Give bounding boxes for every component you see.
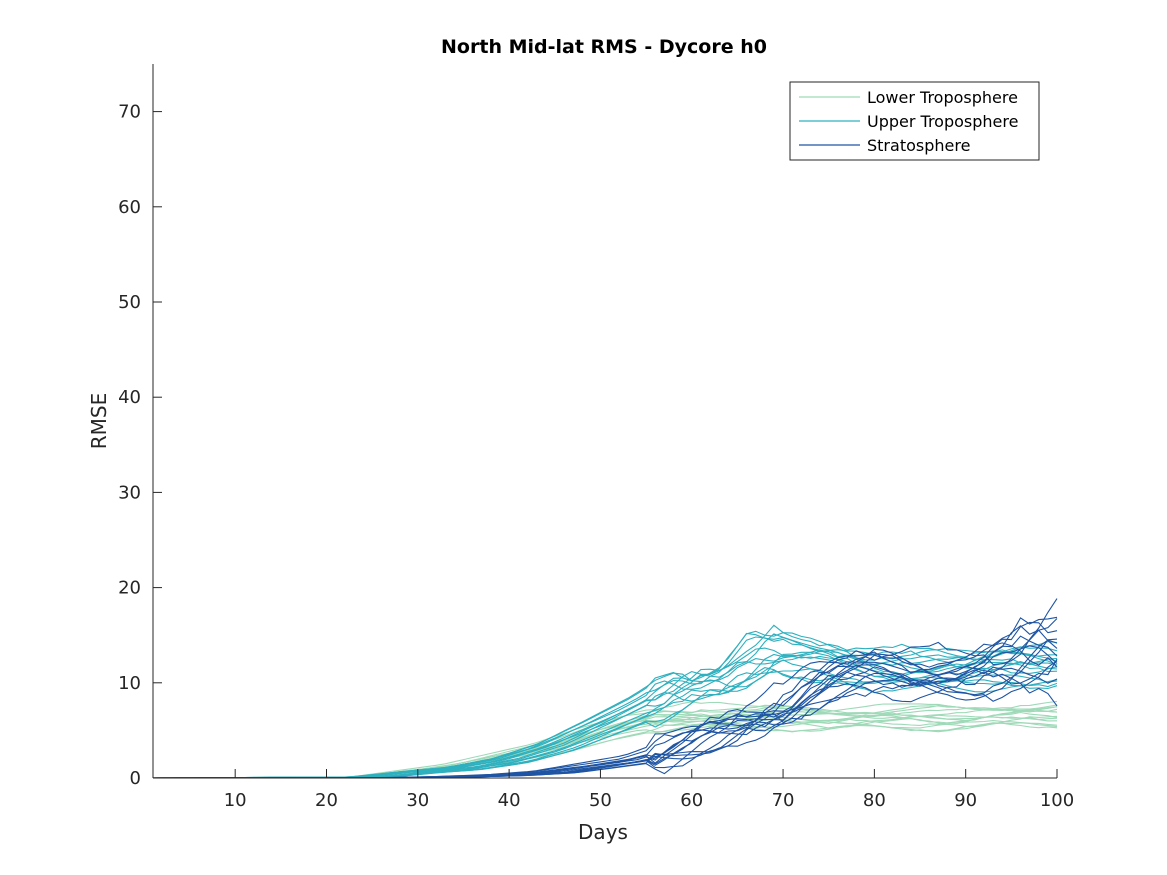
legend-label-lower: Lower Troposphere [867,88,1018,107]
upper-member-line [153,630,1058,779]
y-tick-label: 70 [118,102,141,123]
upper-member-line [153,659,1058,779]
y-tick-label: 0 [130,768,141,789]
x-tick-label: 40 [498,790,521,811]
x-axis-label: Days [578,820,628,844]
strat-member-line [152,635,1058,779]
x-tick-label: 30 [406,790,429,811]
chart-title: North Mid-lat RMS - Dycore h0 [441,36,767,58]
y-tick-label: 50 [118,292,141,313]
x-tick-label: 100 [1040,790,1074,811]
legend-label-strat: Stratosphere [867,136,970,155]
y-tick-label: 20 [118,578,141,599]
upper-member-line [153,636,1058,779]
y-tick-label: 40 [118,387,141,408]
x-tick-label: 50 [589,790,612,811]
y-tick-label: 30 [118,482,141,503]
y-tick-label: 10 [118,673,141,694]
strat-member-line [153,645,1058,779]
x-tick-label: 70 [772,790,795,811]
x-tick-label: 90 [954,790,977,811]
strat-member-line [152,598,1058,779]
legend-label-upper: Upper Troposphere [867,112,1018,131]
x-tick-label: 80 [863,790,886,811]
strat-member-line [153,639,1058,779]
y-tick-label: 60 [118,197,141,218]
x-tick-label: 60 [680,790,703,811]
upper-member-line [153,624,1058,779]
upper-member-line [153,655,1058,779]
axes: 10 20 30 40 50 60 70 80 90 100 0 10 20 30 40 50 60 70 [118,64,1074,811]
strat-member-line [153,618,1058,779]
x-tick-label: 20 [315,790,338,811]
plot-lines [152,598,1058,779]
y-axis-label: RMSE [87,393,111,449]
legend: Lower Troposphere Upper Troposphere Strato… [789,81,1040,161]
strat-member-line [153,621,1058,779]
x-tick-label: 10 [224,790,247,811]
